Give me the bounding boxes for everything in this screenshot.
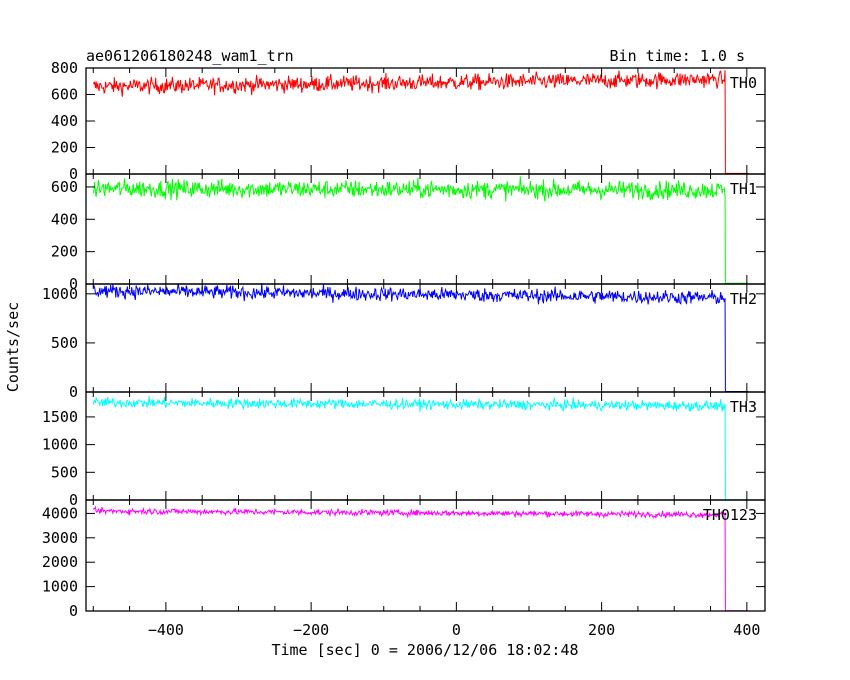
panel-label-th0: TH0: [730, 74, 757, 92]
y-tick-label: 0: [69, 275, 78, 293]
series-line-th1: [92, 176, 749, 284]
y-tick-label: 4000: [42, 504, 78, 522]
y-tick-label: 200: [51, 139, 78, 157]
series-line-th0: [92, 70, 749, 174]
chart-title: ae061206180248_wam1_trn: [86, 47, 294, 65]
y-tick-label: 0: [69, 165, 78, 183]
x-tick-label: −200: [293, 621, 329, 639]
y-tick-label: 0: [69, 602, 78, 620]
panels-group: 0 200 400 600 800 TH0 0 200 400 600 TH1 0 500 1000 TH2…: [42, 59, 766, 639]
y-tick-label: 1000: [42, 578, 78, 596]
y-tick-label: 3000: [42, 529, 78, 547]
bin-time-label: Bin time: 1.0 s: [610, 47, 745, 65]
panel-label-th3: TH3: [730, 398, 757, 416]
y-tick-label: 600: [51, 178, 78, 196]
panel-label-th0123: TH0123: [703, 506, 757, 524]
y-tick-label: 500: [51, 334, 78, 352]
x-tick-label: 200: [588, 621, 615, 639]
panel-frame-th2: [85, 283, 766, 393]
y-tick-label: 2000: [42, 553, 78, 571]
y-tick-label: 0: [69, 383, 78, 401]
y-axis-label: Counts/sec: [4, 302, 22, 392]
y-tick-label: 0: [69, 491, 78, 509]
x-axis-label: Time [sec] 0 = 2006/12/06 18:02:48: [271, 641, 578, 659]
y-tick-label: 400: [51, 210, 78, 228]
y-tick-label: 1000: [42, 436, 78, 454]
panel-frame-th0123: [85, 499, 766, 612]
y-tick-label: 800: [51, 59, 78, 77]
x-tick-label: −400: [148, 621, 184, 639]
y-tick-label: 400: [51, 112, 78, 130]
series-line-th3: [92, 396, 749, 501]
panel-label-th1: TH1: [730, 180, 757, 198]
y-tick-label: 500: [51, 463, 78, 481]
y-tick-label: 1500: [42, 408, 78, 426]
series-line-th0123: [92, 505, 749, 612]
series-line-th2: [92, 282, 749, 393]
y-tick-label: 1000: [42, 285, 78, 303]
panel-label-th2: TH2: [730, 290, 757, 308]
panel-frame-th3: [85, 391, 766, 501]
y-tick-label: 600: [51, 86, 78, 104]
y-tick-label: 200: [51, 243, 78, 261]
x-tick-label: 0: [452, 621, 461, 639]
x-tick-label: 400: [733, 621, 760, 639]
